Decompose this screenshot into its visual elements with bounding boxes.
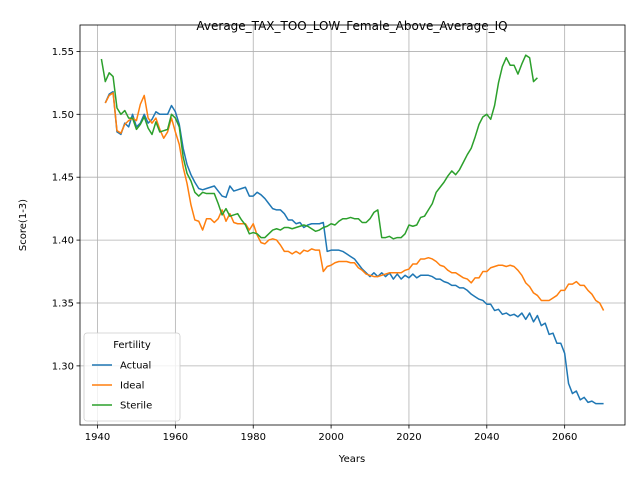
x-axis-label: Years bbox=[338, 454, 365, 465]
x-tick-label: 2020 bbox=[396, 432, 421, 443]
x-tick-label: 2040 bbox=[474, 432, 499, 443]
legend-title: Fertility bbox=[113, 340, 151, 351]
x-tick-label: 2060 bbox=[552, 432, 577, 443]
plot-lines bbox=[100, 54, 605, 405]
axes-frame bbox=[79, 24, 626, 426]
chart-title: Average_TAX_TOO_LOW_Female_Above_Average… bbox=[196, 19, 507, 33]
series-line bbox=[100, 54, 538, 240]
y-tick-label: 1.45 bbox=[52, 173, 74, 184]
y-tick-label: 1.55 bbox=[52, 47, 74, 58]
y-tick-label: 1.35 bbox=[52, 298, 74, 309]
x-tick-label: 1980 bbox=[241, 432, 266, 443]
legend: Fertility Actual Ideal Sterile bbox=[83, 332, 181, 422]
x-tick-label: 1960 bbox=[163, 432, 188, 443]
series-line bbox=[104, 90, 604, 405]
y-axis-label: Score(1-3) bbox=[18, 199, 29, 251]
y-tick-label: 1.50 bbox=[52, 110, 74, 121]
series-line bbox=[104, 92, 605, 311]
y-tick-label: 1.40 bbox=[52, 236, 74, 247]
legend-label: Actual bbox=[120, 361, 151, 372]
x-tick-label: 2000 bbox=[318, 432, 343, 443]
legend-box bbox=[83, 332, 181, 422]
legend-label: Sterile bbox=[120, 401, 152, 412]
ticks: 1940 1960 1980 2000 2020 2040 2060 1.30 1.35 1.40… bbox=[52, 47, 578, 443]
y-tick-label: 1.30 bbox=[52, 361, 74, 372]
x-tick-label: 1940 bbox=[85, 432, 110, 443]
legend-label: Ideal bbox=[120, 381, 144, 392]
